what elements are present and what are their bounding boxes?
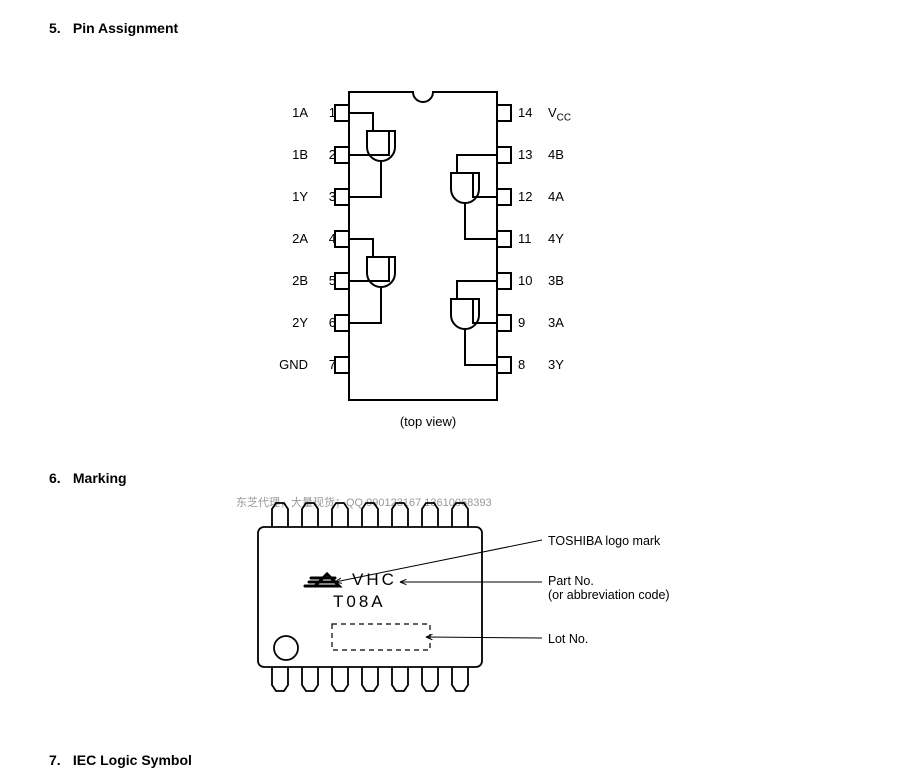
pin-left-label-7: GND — [268, 357, 308, 372]
section-6-title: Marking — [73, 470, 127, 486]
pin-left-label-4: 2A — [268, 231, 308, 246]
callout-part-main: Part No. — [548, 574, 594, 588]
pin-right-label-2: 4B — [548, 147, 588, 162]
pin-right-num-1: 14 — [518, 105, 532, 120]
pin-left-num-2: 2 — [322, 147, 336, 162]
pin-left-label-2: 1B — [268, 147, 308, 162]
pin-right-num-4: 11 — [518, 231, 532, 246]
pin-right-label-3: 4A — [548, 189, 588, 204]
pin-left-num-6: 6 — [322, 315, 336, 330]
pin-left-num-1: 1 — [322, 105, 336, 120]
pin-left-num-4: 4 — [322, 231, 336, 246]
pin-left-num-3: 3 — [322, 189, 336, 204]
callout-lot: Lot No. — [548, 632, 588, 646]
section-7-num: 7. — [49, 752, 69, 768]
pin-right-label-5: 3B — [548, 273, 588, 288]
pin-diagram — [0, 0, 912, 440]
pin-right-label-4: 4Y — [548, 231, 588, 246]
marking-line2: T08A — [333, 592, 386, 612]
pin-right-label-6: 3A — [548, 315, 588, 330]
pin-right-label-1: VCC — [548, 105, 588, 124]
pin-right-num-3: 12 — [518, 189, 532, 204]
pin-right-num-2: 13 — [518, 147, 532, 162]
pin-left-label-6: 2Y — [268, 315, 308, 330]
pin-left-label-1: 1A — [268, 105, 308, 120]
section-6-heading: 6. Marking — [49, 470, 127, 486]
pin-left-label-3: 1Y — [268, 189, 308, 204]
pin-left-num-7: 7 — [322, 357, 336, 372]
marking-line1: VHC — [352, 570, 397, 590]
section-6-num: 6. — [49, 470, 69, 486]
callout-part: Part No. (or abbreviation code) — [548, 574, 670, 602]
pin-right-label-7: 3Y — [548, 357, 588, 372]
section-7-heading: 7. IEC Logic Symbol — [49, 752, 192, 768]
pin-right-num-6: 9 — [518, 315, 532, 330]
callout-logo: TOSHIBA logo mark — [548, 534, 660, 548]
section-7-title: IEC Logic Symbol — [73, 752, 192, 768]
pin-right-num-7: 8 — [518, 357, 532, 372]
pin-left-label-5: 2B — [268, 273, 308, 288]
callout-part-sub: (or abbreviation code) — [548, 588, 670, 602]
marking-diagram — [0, 500, 912, 740]
pin-left-num-5: 5 — [322, 273, 336, 288]
pin-right-num-5: 10 — [518, 273, 532, 288]
top-view-label: (top view) — [388, 414, 468, 429]
